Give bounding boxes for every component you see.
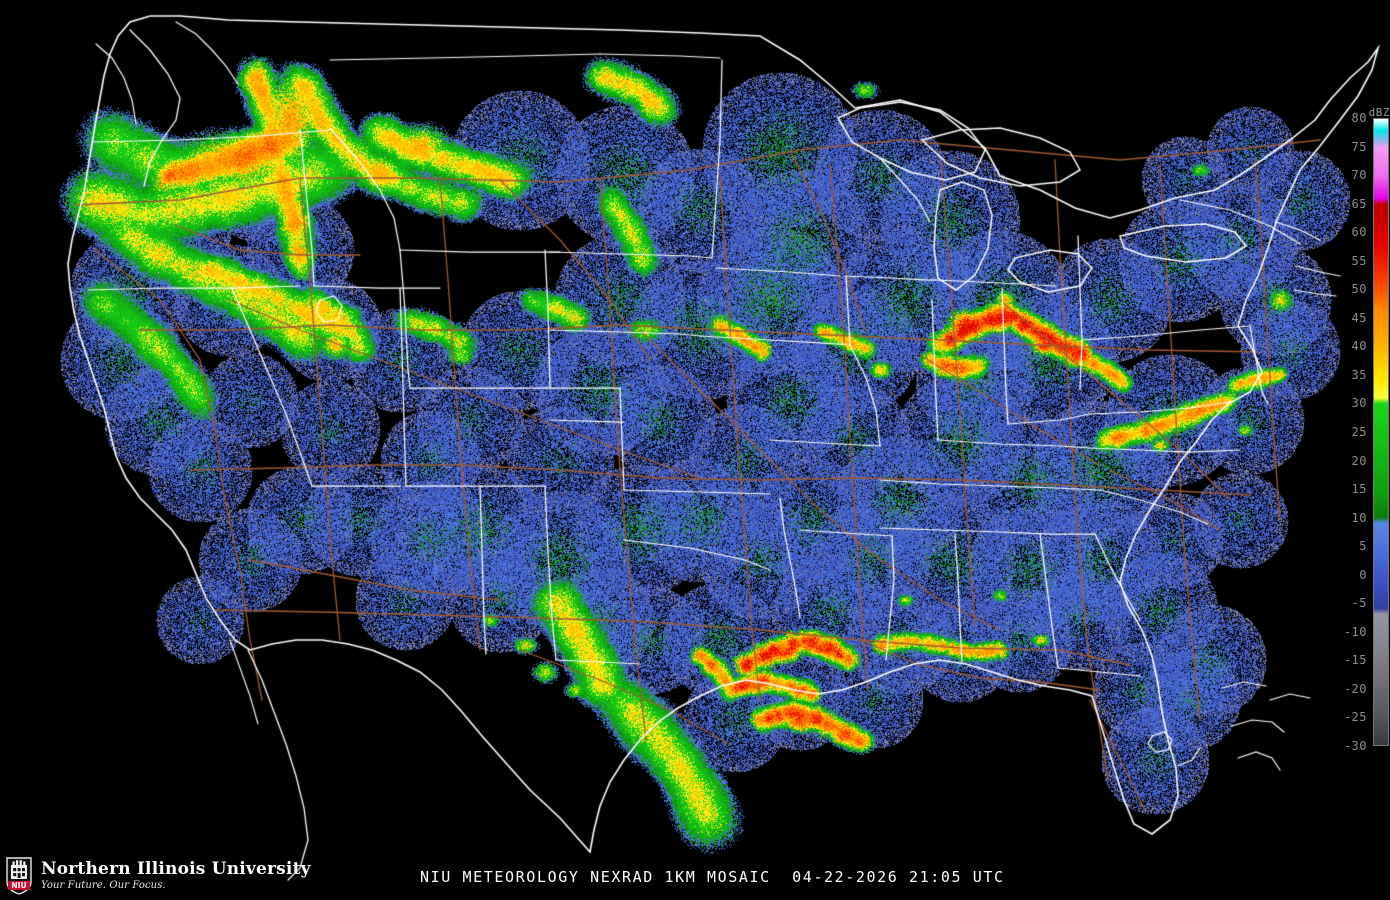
product-caption: NIU METEOROLOGY NEXRAD 1KM MOSAIC 04-22-…	[420, 868, 1005, 886]
dbz-tick-0: 0	[1359, 567, 1367, 582]
dbz-tick-35: 35	[1351, 367, 1367, 382]
svg-text:NIU: NIU	[11, 881, 26, 890]
dbz-tick-50: 50	[1351, 282, 1367, 297]
dbz-tick-80: 80	[1351, 111, 1367, 125]
dbz-tick-45: 45	[1351, 310, 1367, 325]
dbz-tick-55: 55	[1351, 253, 1367, 268]
university-tagline: Your Future. Our Focus.	[41, 880, 166, 891]
dbz-tick-75: 75	[1351, 139, 1367, 154]
dbz-tick-15: 15	[1351, 482, 1367, 497]
dbz-color-scale	[1373, 118, 1389, 746]
dbz-tick-neg15: -15	[1343, 653, 1367, 668]
university-name: Northern Illinois University	[41, 859, 311, 879]
niu-shield-icon: NIU	[6, 857, 32, 895]
dbz-tick-neg10: -10	[1343, 624, 1367, 639]
dbz-tick-40: 40	[1351, 339, 1367, 354]
dbz-tick-20: 20	[1351, 453, 1367, 468]
dbz-tick-25: 25	[1351, 425, 1367, 439]
dbz-color-bar	[1373, 118, 1389, 746]
niu-wordmark: Northern Illinois University Your Future…	[41, 861, 311, 891]
dbz-tick-65: 65	[1351, 196, 1367, 211]
dbz-tick-30: 30	[1351, 396, 1367, 411]
dbz-tick-60: 60	[1351, 225, 1367, 240]
niu-logo[interactable]: NIU Northern Illinois University Your Fu…	[6, 856, 311, 896]
dbz-tick-70: 70	[1351, 168, 1367, 183]
dbz-tick-neg20: -20	[1343, 681, 1367, 696]
legend-units-label: dBZ	[1368, 106, 1390, 119]
dbz-tick-5: 5	[1359, 539, 1367, 554]
dbz-tick-10: 10	[1351, 510, 1367, 525]
dbz-tick-neg5: -5	[1351, 596, 1367, 611]
dbz-tick-neg25: -25	[1343, 710, 1367, 725]
dbz-tick-neg30: -30	[1343, 739, 1367, 753]
